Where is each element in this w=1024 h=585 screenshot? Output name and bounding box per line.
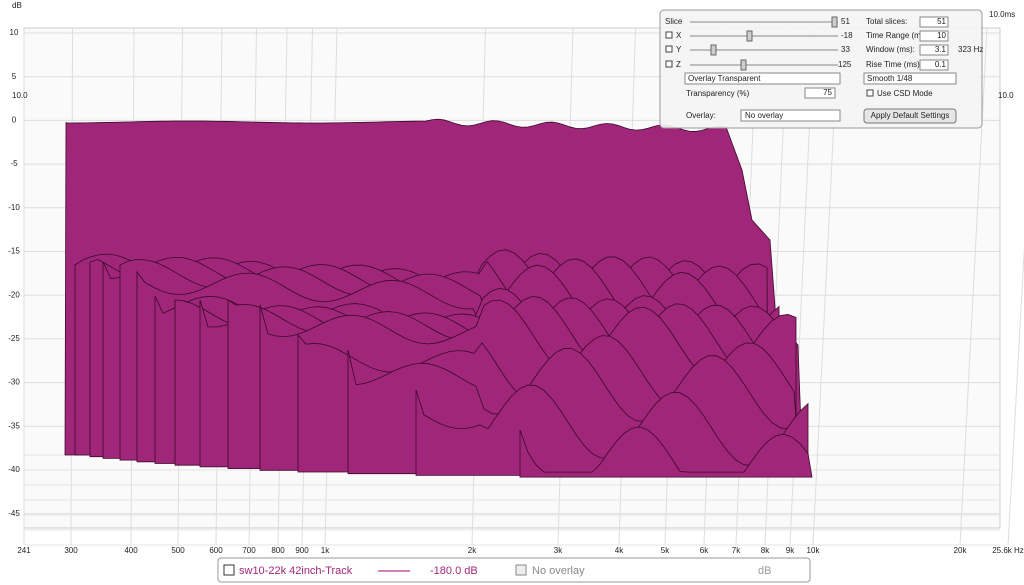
overlay-name: No overlay <box>532 565 585 577</box>
label: Transparency (%) <box>686 89 750 98</box>
waterfall <box>64 118 813 478</box>
checkbox[interactable] <box>665 31 673 39</box>
x-tick-label: 600 <box>209 546 223 555</box>
value: -18 <box>841 31 853 40</box>
y-tick-label: -5 <box>10 159 18 168</box>
slider-thumb[interactable] <box>746 30 753 42</box>
x-tick-label: 800 <box>271 546 285 555</box>
checkbox[interactable] <box>515 564 527 576</box>
panel-box <box>659 9 983 129</box>
y-tick-label: -40 <box>8 465 20 474</box>
x-tick-label: 241 <box>17 546 31 555</box>
depth-label: 10.0 <box>12 91 28 100</box>
y-tick-label: -30 <box>8 378 20 387</box>
x-tick-label: 700 <box>242 546 256 555</box>
x-tick-label: 9k <box>786 546 795 555</box>
value: 323 Hz <box>958 45 983 54</box>
input[interactable] <box>804 87 836 99</box>
value: 33 <box>841 45 850 54</box>
value: 125 <box>838 60 852 69</box>
slice <box>519 426 813 478</box>
overlay-unit: dB <box>758 565 771 577</box>
y-tick-label: -15 <box>8 247 20 256</box>
button[interactable] <box>863 108 957 124</box>
value: No overlay <box>745 111 783 120</box>
label: Rise Time (ms): <box>866 60 922 69</box>
y-tick-label: 5 <box>12 72 17 81</box>
x-tick-label: 20k <box>954 546 968 555</box>
x-tick-label: 8k <box>761 546 770 555</box>
x-tick-label: 500 <box>171 546 185 555</box>
label: Z <box>676 60 681 69</box>
legend-box <box>217 557 811 583</box>
x-tick-label: 300 <box>64 546 78 555</box>
label: Time Range (ms): <box>866 31 930 40</box>
button-label: Apply Default Settings <box>871 111 950 120</box>
x-tick-label: 2k <box>468 546 477 555</box>
value: 0.1 <box>935 60 947 69</box>
value: 3.1 <box>935 45 947 54</box>
input[interactable] <box>919 16 949 28</box>
x-tick-label: 900 <box>295 546 309 555</box>
legend: sw10-22k 42inch-Track -180.0 dB No overl… <box>217 557 811 583</box>
x-tick-label: 5k <box>661 546 670 555</box>
input[interactable] <box>919 44 949 56</box>
trace-value: -180.0 dB <box>430 565 478 577</box>
label: X <box>676 31 682 40</box>
input[interactable] <box>919 59 949 71</box>
value: 51 <box>841 17 850 26</box>
y-tick-label: -20 <box>8 290 20 299</box>
label: Overlay: <box>686 111 716 120</box>
x-tick-label: 400 <box>124 546 138 555</box>
label: Window (ms): <box>866 45 915 54</box>
x-tick-label: 1k <box>321 546 330 555</box>
slider-thumb[interactable] <box>831 16 838 28</box>
value: Smooth 1/48 <box>867 74 913 83</box>
y-tick-label: -25 <box>8 334 20 343</box>
checkbox[interactable] <box>866 89 874 97</box>
y-tick-label: -45 <box>8 509 20 518</box>
checkbox[interactable] <box>223 564 235 576</box>
dropdown[interactable] <box>740 109 841 122</box>
label: Use CSD Mode <box>877 89 933 98</box>
trace-name: sw10-22k 42inch-Track <box>239 565 353 577</box>
slider-thumb[interactable] <box>740 59 747 71</box>
y-tick-label: -35 <box>8 421 20 430</box>
depth-label: 10.0 <box>998 91 1014 100</box>
value: 10 <box>937 31 946 40</box>
label: Total slices: <box>866 17 907 26</box>
value: 51 <box>937 17 946 26</box>
control-panel: Slice 51 X -18 Y 33 Z 125 Total slices: … <box>659 9 983 129</box>
input[interactable] <box>919 30 949 42</box>
x-tick-label: 25.6k Hz <box>992 546 1024 555</box>
x-tick-label: 6k <box>700 546 709 555</box>
x-tick-label: 3k <box>554 546 563 555</box>
x-tick-label: 4k <box>615 546 624 555</box>
dropdown[interactable] <box>684 72 841 85</box>
value: 75 <box>823 88 832 97</box>
label: Slice <box>665 17 683 26</box>
grid-line <box>1007 245 1024 546</box>
label: Y <box>676 45 682 54</box>
y-tick-label: 10 <box>10 28 19 37</box>
checkbox[interactable] <box>665 60 673 68</box>
value: Overlay Transparent <box>688 74 761 83</box>
slider-thumb[interactable] <box>710 44 717 56</box>
time-label: 10.0ms <box>989 10 1015 19</box>
x-tick-label: 10k <box>807 546 821 555</box>
y-tick-label: -10 <box>8 203 20 212</box>
dropdown[interactable] <box>863 72 957 85</box>
y-unit: dB <box>12 1 22 10</box>
x-tick-label: 7k <box>732 546 741 555</box>
checkbox[interactable] <box>665 45 673 53</box>
y-tick-label: 0 <box>12 116 17 125</box>
